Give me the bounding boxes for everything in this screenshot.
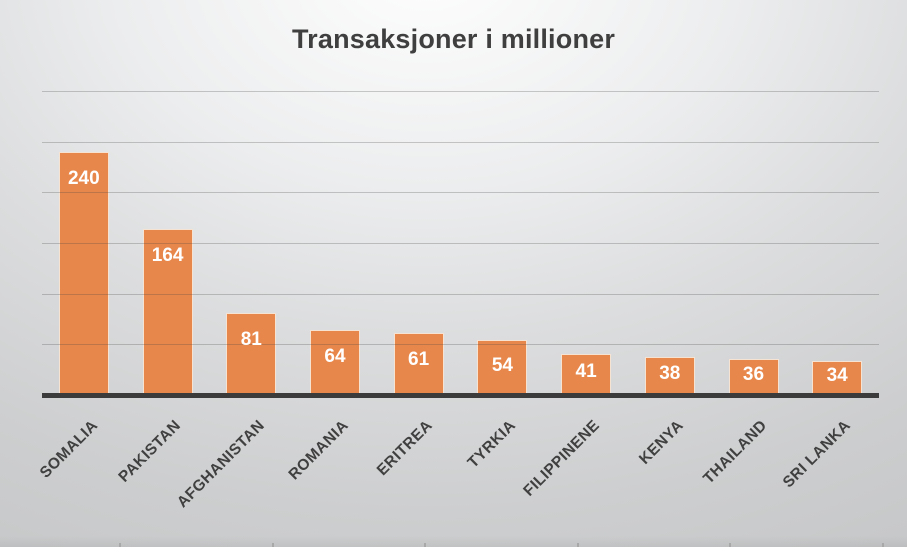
bar-somalia — [58, 151, 109, 395]
bar-afghanistan — [226, 312, 277, 395]
table-column-tick — [424, 543, 426, 547]
gridline-250 — [42, 141, 879, 143]
value-label-romania: 64 — [324, 346, 346, 368]
table-column-tick — [271, 543, 274, 547]
x-axis-line — [42, 393, 879, 398]
value-label-filippinene: 41 — [575, 361, 597, 383]
gridline-50 — [42, 344, 879, 346]
value-label-afghanistan: 81 — [240, 328, 262, 350]
value-label-tyrkia: 54 — [491, 354, 513, 376]
bar-tyrkia — [477, 340, 528, 395]
table-column-tick — [119, 543, 121, 547]
bar-romania — [310, 330, 360, 395]
table-column-tick — [881, 543, 884, 547]
gridline-300 — [42, 91, 879, 93]
value-label-somalia: 240 — [67, 167, 100, 189]
chart-title: Transaksjoner i millioner — [291, 24, 616, 54]
table-column-tick — [729, 543, 731, 547]
value-label-sri-lanka: 34 — [826, 364, 848, 386]
gridline-200 — [42, 192, 879, 194]
table-column-tick — [576, 543, 579, 547]
gridline-100 — [42, 293, 879, 295]
bar-filippinene — [561, 353, 612, 395]
value-label-eritrea: 61 — [408, 349, 430, 371]
value-label-pakistan: 164 — [151, 244, 184, 266]
value-label-kenya: 38 — [659, 362, 681, 384]
gridline-150 — [42, 243, 879, 245]
bar-thailand — [728, 358, 779, 395]
value-label-thailand: 36 — [742, 363, 765, 385]
